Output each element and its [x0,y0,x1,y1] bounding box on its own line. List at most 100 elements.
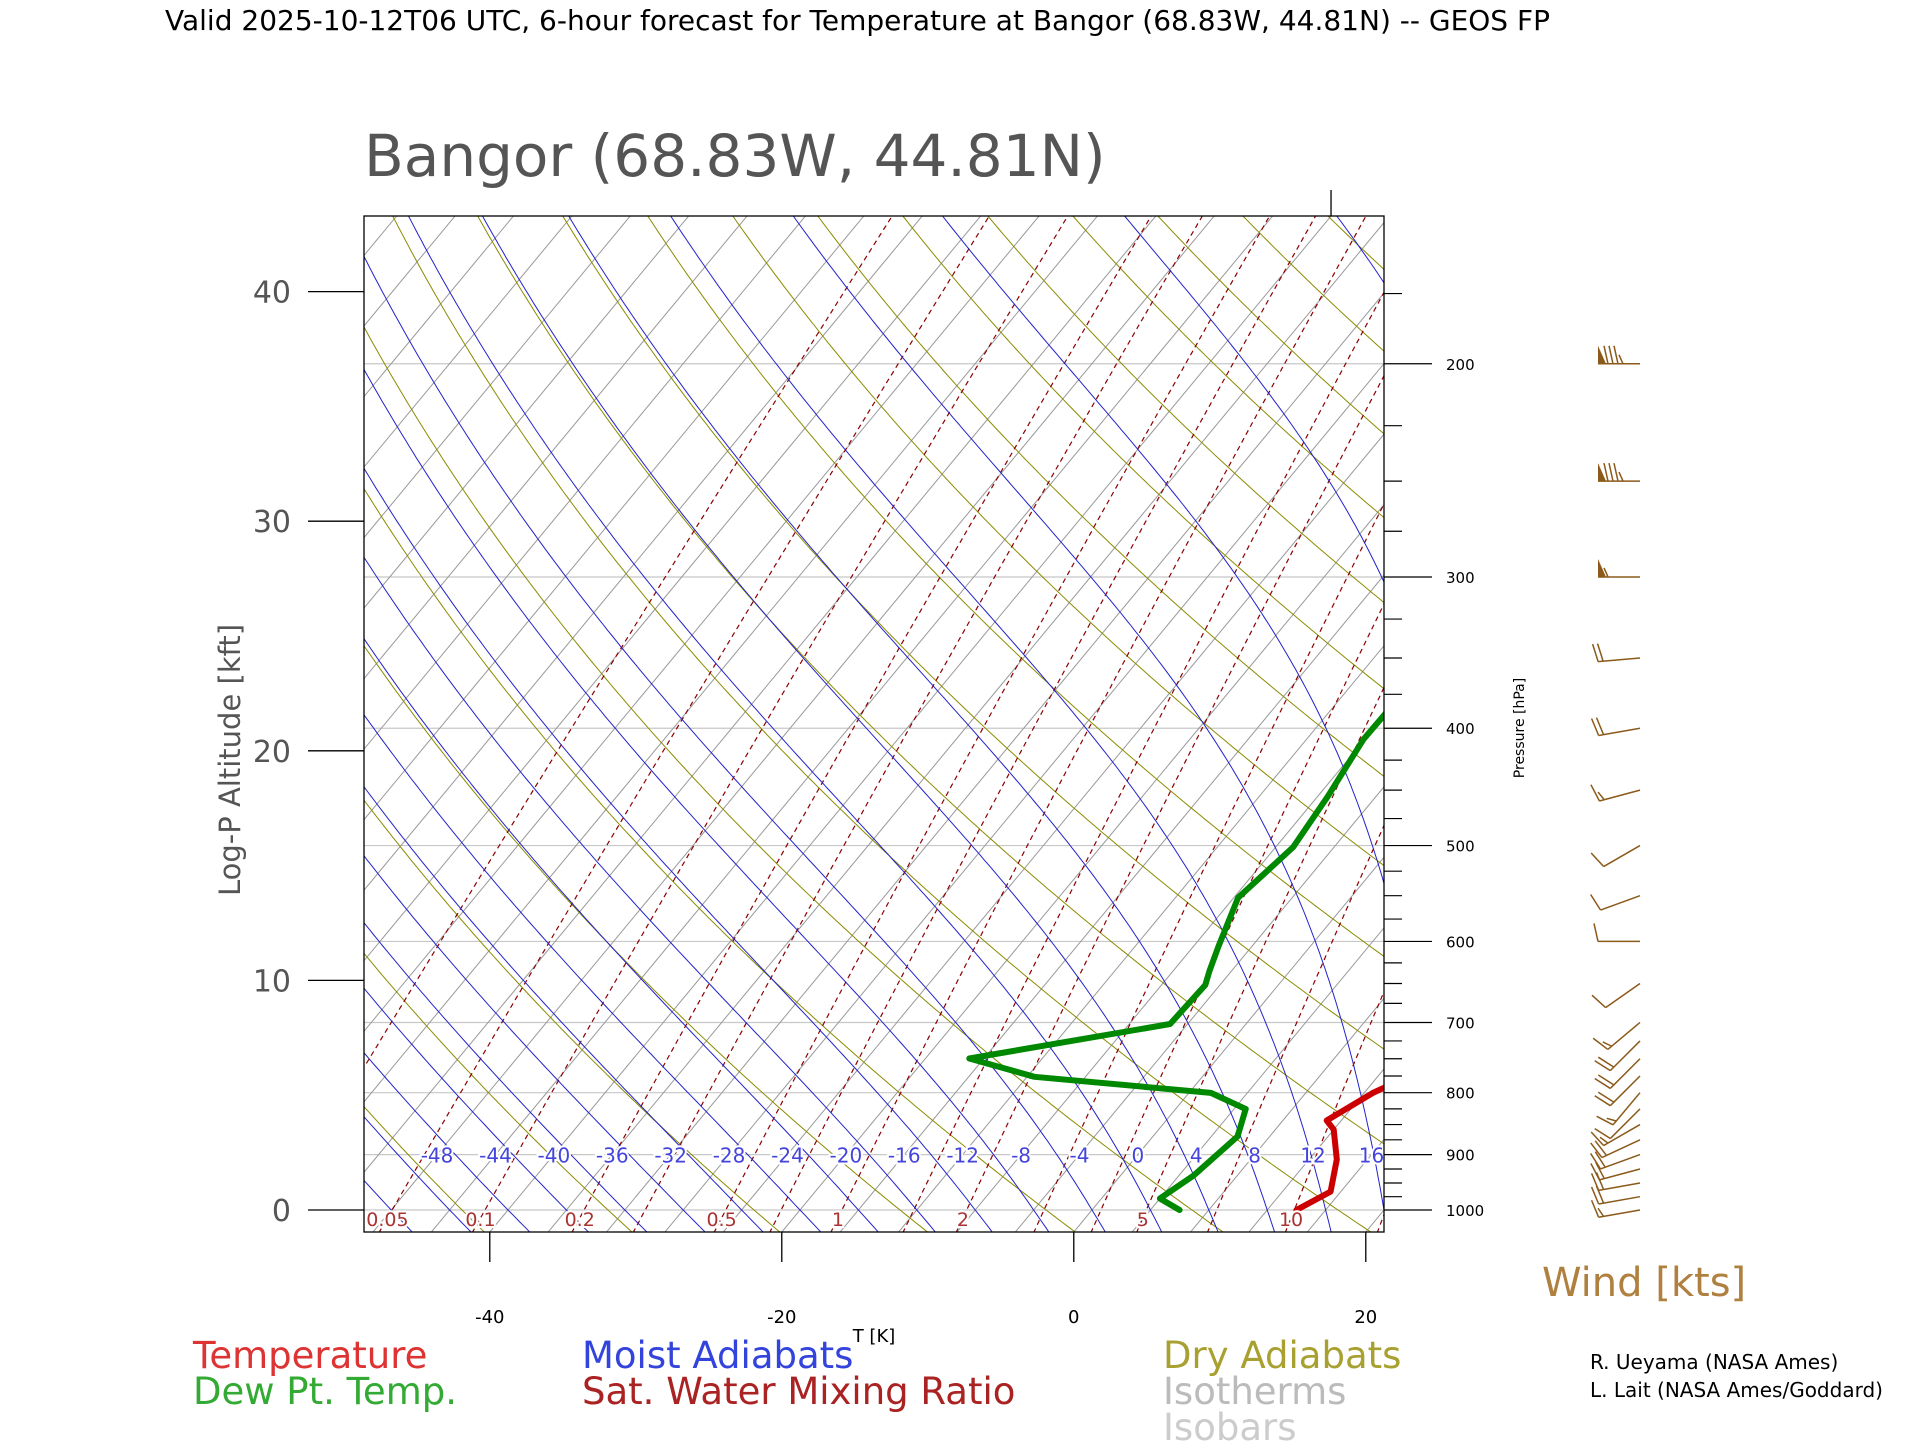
x-tick-label: -40 [475,1307,504,1328]
wind-barb [1593,644,1640,662]
isotherm-line [0,200,644,1233]
pressure-tick-label: 900 [1446,1147,1475,1165]
y-axis-label: Log-P Altitude [kft] [213,624,247,896]
legend-dewpoint: Dew Pt. Temp. [193,1370,457,1413]
isotherm-label: -48 [421,1144,454,1168]
mixing-ratio-label: 0.5 [706,1209,736,1231]
pressure-tick-label: 300 [1446,569,1475,587]
isotherm-line [1307,200,1920,1233]
mixing-ratio-line [1377,200,1817,1233]
wind-barb [1591,1152,1640,1169]
wind-barbs [1591,346,1640,1218]
x-axis-label: T [K] [852,1326,896,1347]
moist-adiabat [660,200,1331,1233]
wind-barb [1598,346,1640,364]
isotherm-line [1482,200,1920,1233]
dry-adiabat [553,200,1668,1233]
moist-adiabat [930,200,1445,1233]
dewpoint-line [969,204,1873,1210]
moist-adiabat [1540,200,1631,1233]
isotherm-line [0,200,176,1233]
chart-grid [0,200,1920,1233]
isotherm-line [839,200,1694,1233]
isotherm-label: -24 [771,1144,804,1168]
isotherm-line [723,200,1578,1233]
isotherm-line [0,200,760,1233]
isotherm-line [80,200,935,1233]
isotherm-line [22,200,877,1233]
pressure-tick-label: 200 [1446,356,1475,374]
isotherm-label: -12 [946,1144,979,1168]
isotherm-line [0,200,527,1233]
wind-barb [1592,718,1640,736]
dry-adiabat [0,200,337,1233]
pressure-tick-label: 500 [1446,838,1475,856]
moist-adiabat [0,200,648,1233]
isotherm-line [255,200,1110,1233]
pressure-axis-label: Pressure [hPa] [1512,678,1528,778]
x-tick-label: 20 [1354,1307,1377,1328]
isotherm-line [547,200,1402,1233]
chart-series [969,204,1920,1210]
wind-barb [1591,846,1640,867]
isotherm-label: 4 [1190,1144,1203,1168]
dry-adiabat [132,200,929,1233]
moist-adiabat [0,200,413,1233]
isotherm-line [372,200,1227,1233]
isotherm-label: -28 [713,1144,746,1168]
isotherm-label: -16 [888,1144,921,1168]
dry-adiabat [385,200,1373,1233]
dry-adiabat [216,200,1077,1233]
isotherm-label: -32 [654,1144,687,1168]
mixing-ratio-label: 0.05 [366,1209,408,1231]
y-tick-label: 0 [272,1194,291,1229]
y-tick-label: 10 [253,964,291,999]
isotherm-line [0,200,819,1233]
wind-barb [1593,1022,1640,1049]
moist-adiabat [280,200,1050,1233]
dry-adiabat [0,200,42,1233]
dry-adiabat [722,200,1920,1233]
mixing-ratio-label: 0.1 [465,1209,495,1231]
isotherm-line [898,200,1753,1233]
isotherm-line [0,200,585,1233]
pressure-tick-label: 600 [1446,933,1475,951]
isotherm-line [431,200,1286,1233]
wind-barb [1592,984,1640,1008]
mixing-ratio-line [831,200,1376,1233]
chart-title: Bangor (68.83W, 44.81N) [364,122,1106,190]
isotherm-line [0,200,702,1233]
mixing-ratio-label: 10 [1279,1209,1303,1231]
moist-adiabat [59,200,765,1233]
isotherm-line [0,200,235,1233]
isotherm-line [0,200,293,1233]
isotherm-line [781,200,1636,1233]
x-tick-label: 0 [1068,1307,1079,1328]
pressure-tick-label: 400 [1446,720,1475,738]
isotherm-line [664,200,1519,1233]
isotherm-line [0,200,352,1233]
mixing-ratio-line [379,200,1000,1233]
isotherm-line [1073,200,1920,1233]
mixing-ratio-line [1445,200,1871,1233]
isotherm-line [197,200,1052,1233]
moist-adiabat [0,200,354,1233]
isotherm-label: 16 [1359,1144,1384,1168]
isotherm-label: -4 [1069,1144,1089,1168]
isotherm-line [0,200,410,1233]
moist-adiabat [0,200,295,1233]
pressure-tick-label: 800 [1446,1085,1475,1103]
wind-barb [1595,1109,1640,1139]
pressure-tick-label: 700 [1446,1014,1475,1032]
mixing-ratio-label: 2 [957,1209,969,1231]
mixing-ratio-label: 0.2 [565,1209,595,1231]
moist-adiabat [0,200,236,1233]
dry-adiabat [974,200,1920,1233]
mixing-ratio-line [633,200,1212,1233]
plot-frame [364,216,1384,1232]
dry-adiabat [47,200,781,1233]
dry-adiabat [1227,200,1920,1233]
y-tick-label: 30 [253,505,291,540]
